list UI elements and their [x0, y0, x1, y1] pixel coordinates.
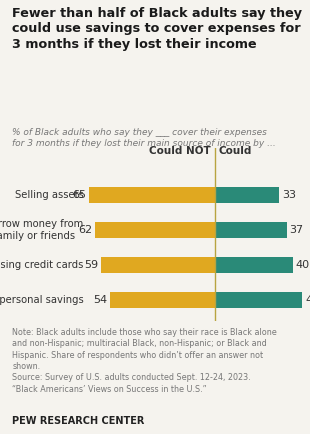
Text: 40: 40	[295, 260, 310, 270]
Bar	[215, 187, 279, 203]
Bar	[215, 257, 293, 273]
Text: 37: 37	[290, 225, 304, 235]
Text: Could: Could	[219, 146, 252, 156]
Text: 65: 65	[72, 190, 86, 200]
Bar	[95, 222, 215, 238]
Text: Could NOT: Could NOT	[149, 146, 211, 156]
Text: 54: 54	[93, 295, 108, 305]
Bar	[215, 292, 302, 308]
Bar	[89, 187, 215, 203]
Bar	[215, 222, 287, 238]
Text: 62: 62	[78, 225, 92, 235]
Text: Note: Black adults include those who say their race is Black alone
and non-Hispa: Note: Black adults include those who say…	[12, 328, 277, 394]
Bar	[110, 292, 215, 308]
Text: Using personal savings: Using personal savings	[0, 295, 83, 305]
Text: 45: 45	[305, 295, 310, 305]
Text: 59: 59	[84, 260, 98, 270]
Text: % of Black adults who say they ___ cover their expenses
for 3 months if they los: % of Black adults who say they ___ cover…	[12, 128, 276, 148]
Text: PEW RESEARCH CENTER: PEW RESEARCH CENTER	[12, 416, 145, 426]
Text: Using credit cards: Using credit cards	[0, 260, 83, 270]
Text: Selling assets: Selling assets	[15, 190, 83, 200]
Bar	[101, 257, 215, 273]
Text: Borrow money from
family or friends: Borrow money from family or friends	[0, 219, 83, 241]
Text: 33: 33	[282, 190, 296, 200]
Text: Fewer than half of Black adults say they
could use savings to cover expenses for: Fewer than half of Black adults say they…	[12, 7, 302, 50]
